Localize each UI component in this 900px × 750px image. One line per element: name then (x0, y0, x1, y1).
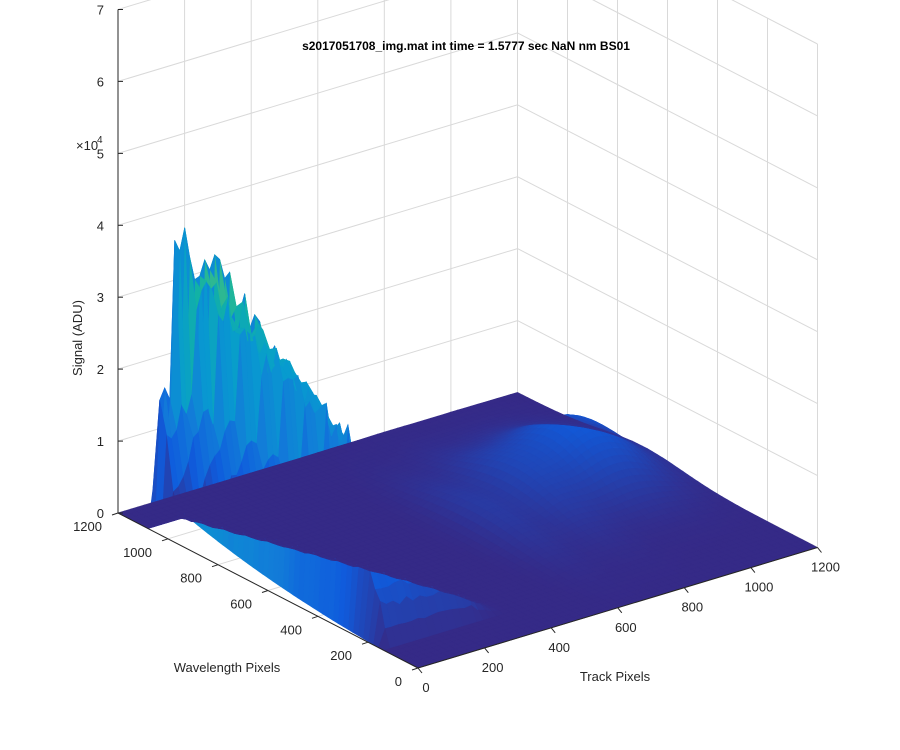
x-tick-label: 800 (681, 600, 703, 615)
grid-line (117, 104, 518, 226)
x-tick-label: 200 (482, 660, 504, 675)
z-exponent: ×10 4 (76, 135, 103, 153)
chart-title: s2017051708_img.mat int time = 1.5777 se… (302, 39, 630, 53)
y-tick-label: 0 (395, 674, 402, 689)
y-tick-mark (361, 641, 369, 645)
x-tick-mark (683, 587, 689, 594)
y-tick-mark (111, 512, 119, 516)
x-tick-mark (617, 607, 623, 614)
grid-line (517, 176, 818, 333)
y-tick-label: 400 (280, 622, 302, 637)
y-tick-label: 1000 (123, 545, 152, 560)
grid-line (117, 32, 518, 154)
z-tick-label: 7 (97, 3, 104, 18)
y-tick-mark (311, 615, 319, 619)
x-axis-label: Track Pixels (580, 669, 651, 684)
z-tick-label: 0 (97, 506, 104, 521)
x-tick-mark (484, 647, 489, 654)
grid-line (517, 104, 818, 261)
z-tick-label: 3 (97, 290, 104, 305)
y-tick-label: 200 (330, 648, 352, 663)
x-tick-label: 1000 (744, 580, 773, 595)
grid-line (731, 0, 818, 45)
grid-line (592, 0, 818, 117)
x-tick-label: 600 (615, 620, 637, 635)
grid-line (517, 320, 818, 477)
z-tick-label: 2 (97, 362, 104, 377)
y-tick-mark (211, 564, 219, 568)
z-tick-label: 5 (97, 146, 104, 161)
x-tick-mark (550, 627, 556, 634)
y-tick-mark (411, 667, 419, 671)
x-tick-label: 400 (548, 640, 570, 655)
z-tick-label: 1 (97, 434, 104, 449)
z-exponent-base: ×10 (76, 138, 98, 153)
z-axis-label: Signal (ADU) (70, 300, 85, 376)
x-tick-mark (417, 667, 423, 674)
grid-line (117, 0, 390, 82)
z-exponent-power: 4 (97, 135, 103, 146)
y-tick-label: 1200 (73, 519, 102, 534)
y-tick-mark (261, 590, 269, 593)
y-axis-label: Wavelength Pixels (174, 660, 281, 675)
axes-lines (111, 9, 822, 674)
y-tick-mark (161, 538, 169, 542)
y-tick-label: 800 (180, 571, 202, 586)
tick-labels: 0200400600800100012000200400600800100012… (73, 3, 840, 696)
x-tick-label: 1200 (811, 560, 840, 575)
x-tick-mark (817, 547, 822, 553)
z-tick-label: 6 (97, 74, 104, 89)
surface-mesh (117, 227, 819, 669)
z-tick-label: 4 (97, 218, 104, 233)
y-tick-label: 600 (230, 597, 252, 612)
grid-line (517, 32, 818, 189)
x-tick-mark (750, 567, 756, 573)
x-tick-label: 0 (422, 680, 429, 695)
grid-line (517, 248, 818, 405)
